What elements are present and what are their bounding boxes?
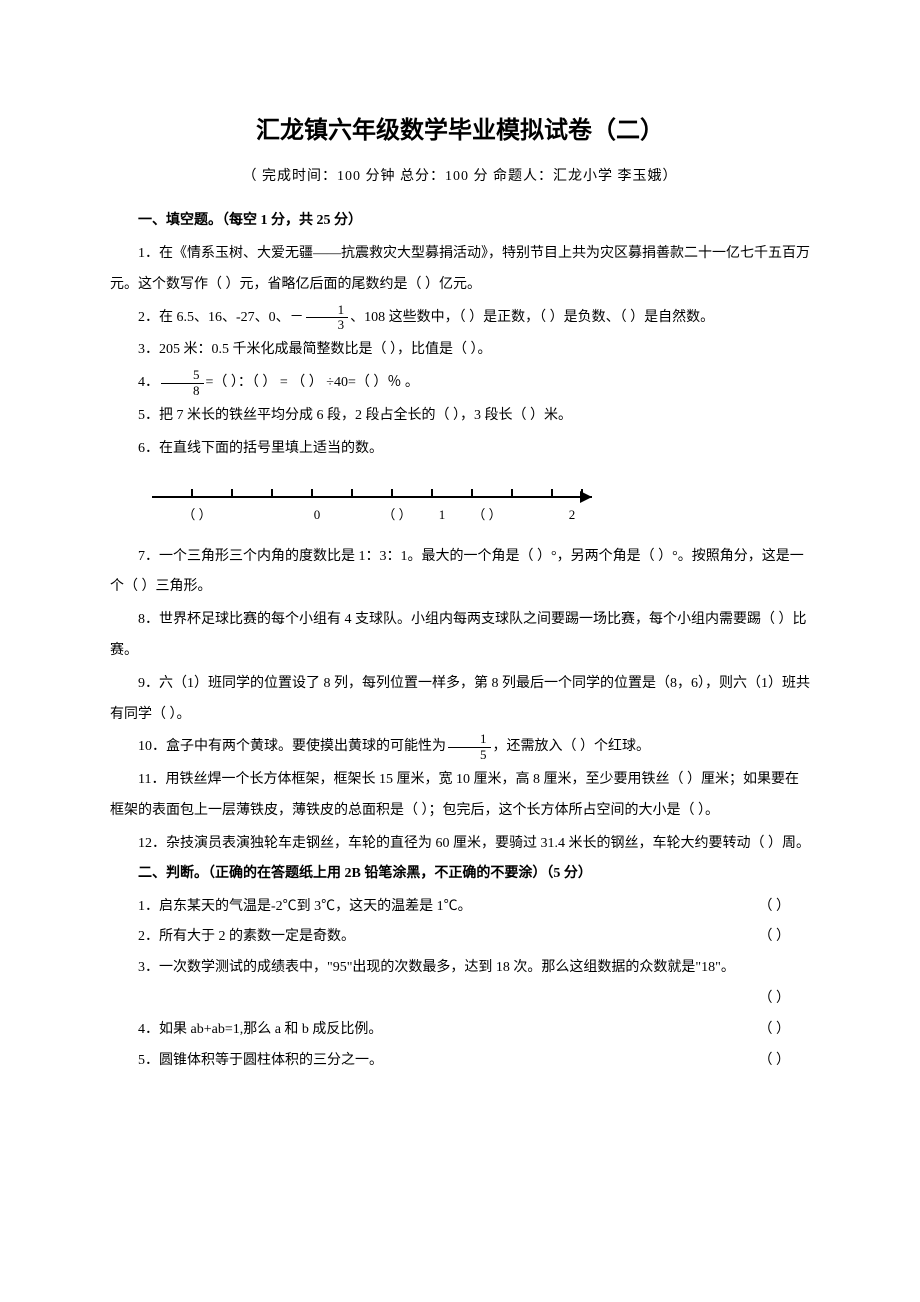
q2-pre: 2．在 6.5、16、-27、0、 [138,310,290,325]
q10-post: ，还需放入（ ）个红球。 [493,739,651,754]
q4-post: =（ ）：（ ） = （ ） ÷40=（ ）％ 。 [206,375,419,390]
judge-2: 2．所有大于 2 的素数一定是奇数。 （ ） [110,922,810,953]
question-2: 2．在 6.5、16、-27、0、－13、108 这些数中，（ ）是正数，（ ）… [110,303,810,334]
q10-frac-num: 1 [448,732,491,747]
judge-4: 4．如果 ab+ab=1,那么 a 和 b 成反比例。 （ ） [110,1015,810,1046]
question-8: 8．世界杯足球比赛的每个小组有 4 支球队。小组内每两支球队之间要踢一场比赛，每… [110,605,810,667]
judge-1-text: 1．启东某天的气温是-2℃到 3℃，这天的温差是 1℃。 [138,899,472,914]
judge-1: 1．启东某天的气温是-2℃到 3℃，这天的温差是 1℃。 （ ） [110,892,810,923]
svg-text:2: 2 [569,507,576,522]
question-12: 12．杂技演员表演独轮车走钢丝，车轮的直径为 60 厘米，要骑过 31.4 米长… [110,829,810,860]
q4-frac-den: 8 [161,384,204,398]
q4-fraction: 58 [161,368,204,398]
judge-3: 3．一次数学测试的成绩表中，"95"出现的次数最多，达到 18 次。那么这组数据… [110,953,810,984]
exam-title: 汇龙镇六年级数学毕业模拟试卷（二） [110,110,810,145]
question-9: 9．六（1）班同学的位置设了 8 列，每列位置一样多，第 8 列最后一个同学的位… [110,669,810,731]
judge-3-paren: （ ） [110,984,810,1015]
number-line: （ ） 0 （ ） 1 （ ） 2 [142,479,602,529]
question-3: 3．205 米：0.5 千米化成最简整数比是（ ），比值是（ ）。 [110,335,810,366]
number-line-wrap: （ ） 0 （ ） 1 （ ） 2 [142,479,810,534]
q4-frac-num: 5 [161,368,204,383]
question-11: 11．用铁丝焊一个长方体框架，框架长 15 厘米，宽 10 厘米，高 8 厘米，… [110,765,810,827]
q2-post: 、108 这些数中，（ ）是正数，（ ）是负数、（ ）是自然数。 [350,310,714,325]
exam-subtitle: （ 完成时间：100 分钟 总分：100 分 命题人：汇龙小学 李玉娥） [110,165,810,185]
question-5: 5．把 7 米长的铁丝平均分成 6 段，2 段占全长的（ ），3 段长（ ）米。 [110,401,810,432]
svg-text:（ ）: （ ） [182,507,211,522]
q10-frac-den: 5 [448,748,491,762]
judge-5-paren: （ ） [731,1046,791,1077]
judge-5-text: 5．圆锥体积等于圆柱体积的三分之一。 [138,1053,383,1068]
question-7: 7．一个三角形三个内角的度数比是 1：3：1。最大的一个角是（ ）°，另两个角是… [110,542,810,604]
judge-5: 5．圆锥体积等于圆柱体积的三分之一。 （ ） [110,1046,810,1077]
judge-3-text: 3．一次数学测试的成绩表中，"95"出现的次数最多，达到 18 次。那么这组数据… [138,960,735,975]
svg-text:1: 1 [439,507,446,522]
question-10: 10．盒子中有两个黄球。要使摸出黄球的可能性为15，还需放入（ ）个红球。 [110,732,810,763]
question-4: 4．58=（ ）：（ ） = （ ） ÷40=（ ）％ 。 [110,368,810,399]
question-6: 6．在直线下面的括号里填上适当的数。 [110,434,810,465]
q10-fraction: 15 [448,732,491,762]
q2-frac-prefix: － [290,310,304,325]
judge-4-text: 4．如果 ab+ab=1,那么 a 和 b 成反比例。 [138,1022,382,1037]
judge-2-text: 2．所有大于 2 的素数一定是奇数。 [138,929,355,944]
question-1: 1．在《情系玉树、大爱无疆——抗震救灾大型募捐活动》，特别节目上共为灾区募捐善款… [110,239,810,301]
judge-1-paren: （ ） [731,892,791,923]
q2-frac-num: 1 [306,303,349,318]
q4-pre: 4． [138,375,159,390]
svg-text:0: 0 [314,507,321,522]
q2-frac-den: 3 [306,318,349,332]
section-2-header: 二、判断。（正确的在答题纸上用 2B 铅笔涂黑，不正确的不要涂）（5 分） [110,862,810,882]
q2-fraction: 13 [306,303,349,333]
q10-pre: 10．盒子中有两个黄球。要使摸出黄球的可能性为 [138,739,446,754]
judge-2-paren: （ ） [731,922,791,953]
svg-text:（ ）: （ ） [382,507,411,522]
svg-text:（ ）: （ ） [472,507,501,522]
judge-4-paren: （ ） [731,1015,791,1046]
section-1-header: 一、填空题。（每空 1 分，共 25 分） [110,209,810,229]
